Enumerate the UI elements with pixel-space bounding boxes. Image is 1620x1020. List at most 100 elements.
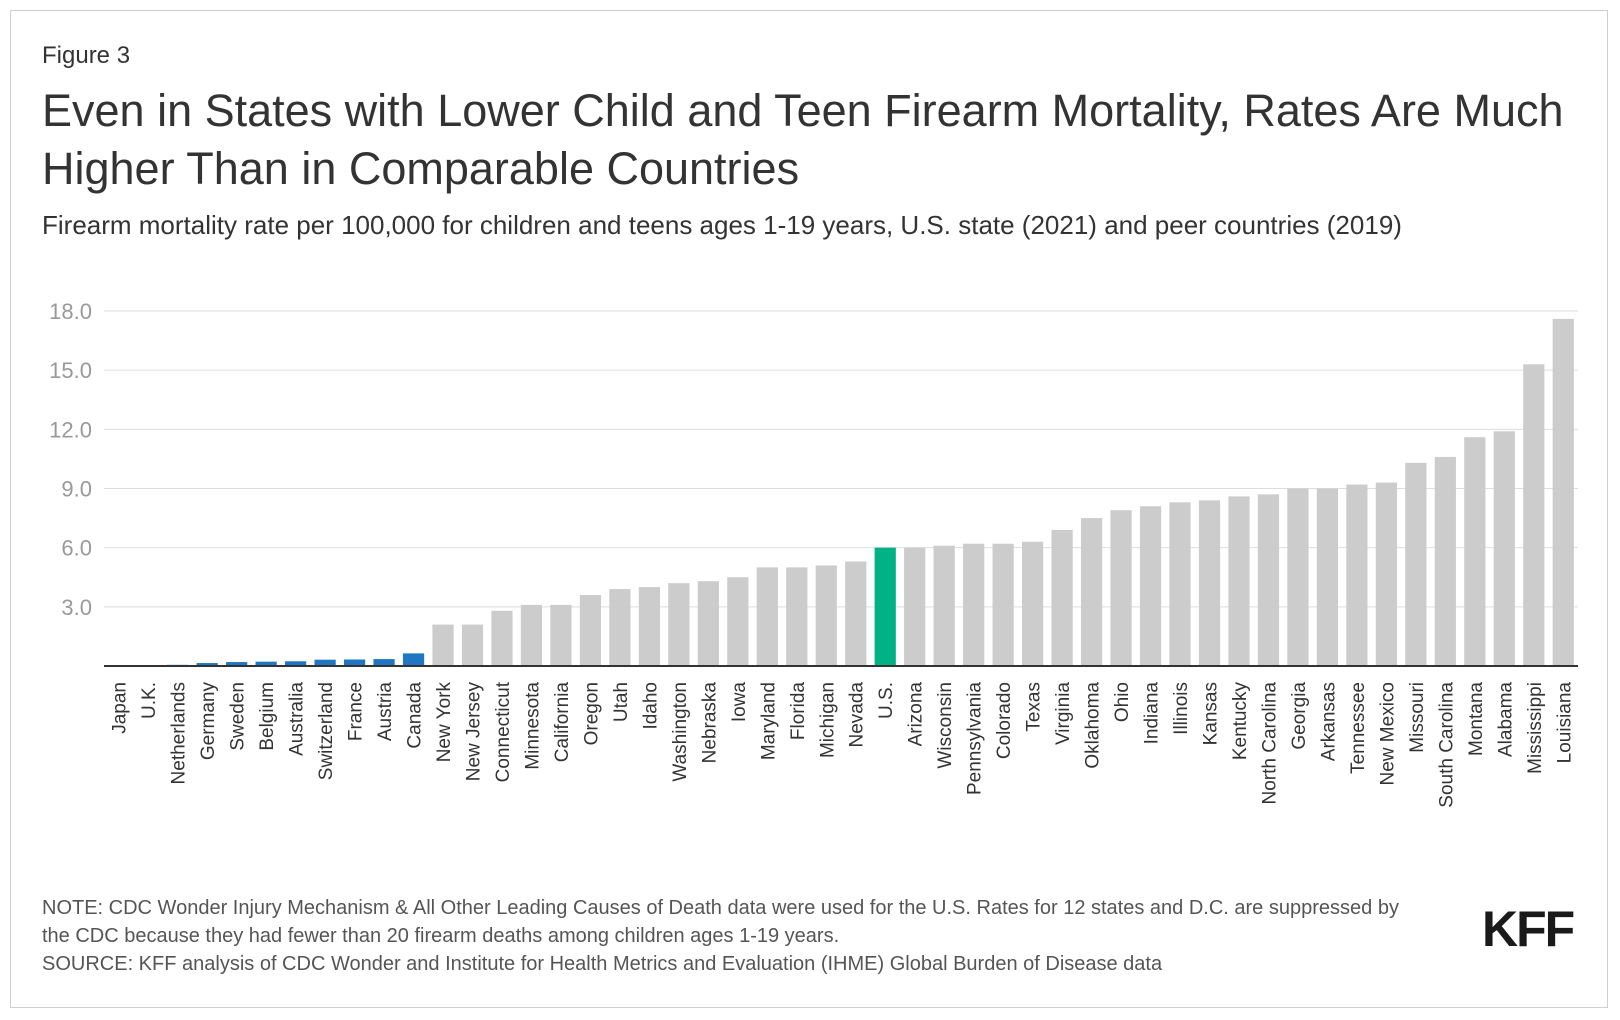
bar-missouri (1405, 462, 1427, 666)
x-tick-label: Missouri (1407, 682, 1428, 753)
kff-logo: KFF (1482, 901, 1575, 957)
x-tick-label: Tennessee (1348, 682, 1369, 774)
bar-new-york (432, 624, 454, 666)
bar-arizona (904, 547, 926, 666)
bar-belgium (255, 661, 277, 666)
bar-idaho (638, 587, 660, 666)
bar-new-mexico (1375, 482, 1397, 666)
x-tick-label: Pennsylvania (965, 682, 986, 795)
x-tick-label: Georgia (1289, 682, 1310, 750)
x-tick-label: Wisconsin (935, 682, 956, 769)
x-tick-label: Canada (405, 682, 426, 749)
x-tick-label: Austria (375, 682, 396, 742)
bar-virginia (1051, 529, 1073, 666)
source-text: SOURCE: KFF analysis of CDC Wonder and I… (42, 953, 1163, 975)
y-tick-label: 9.0 (61, 477, 92, 502)
bar-california (550, 604, 572, 666)
bar-utah (609, 589, 631, 666)
bar-mississippi (1523, 364, 1545, 666)
x-tick-label: Australia (287, 682, 308, 756)
x-tick-label: Oregon (581, 682, 602, 745)
x-tick-label: Louisiana (1554, 682, 1575, 764)
bar-nevada (845, 561, 867, 666)
x-tick-label: U.K. (139, 682, 160, 719)
x-tick-label: Kentucky (1230, 682, 1251, 761)
x-tick-label: Nevada (847, 682, 868, 748)
x-tick-label: Belgium (257, 682, 278, 751)
bar-ohio (1110, 510, 1132, 666)
bar-new-jersey (461, 624, 484, 666)
y-tick-label: 3.0 (61, 595, 92, 620)
x-tick-label: Michigan (817, 682, 838, 758)
x-tick-label: Netherlands (169, 682, 190, 784)
bar-connecticut (491, 610, 513, 666)
x-tick-label: Oklahoma (1083, 682, 1104, 769)
x-tick-label: New Jersey (464, 682, 485, 782)
x-tick-label: Japan (110, 682, 131, 734)
chart-subtitle: Firearm mortality rate per 100,000 for c… (42, 210, 1402, 240)
x-tick-label: Washington (670, 682, 691, 782)
x-tick-label: Nebraska (699, 682, 720, 764)
x-tick-label: Indiana (1142, 682, 1163, 745)
x-tick-label: Switzerland (316, 682, 337, 780)
y-tick-label: 18.0 (49, 299, 92, 324)
bar-arkansas (1316, 488, 1339, 666)
bar-germany (196, 663, 218, 666)
bar-illinois (1169, 502, 1191, 666)
bar-pennsylvania (963, 543, 985, 666)
y-tick-label: 12.0 (49, 417, 92, 442)
y-tick-label: 6.0 (61, 536, 92, 561)
bar-sweden (226, 662, 248, 666)
bar-australia (285, 661, 307, 666)
y-tick-label: 15.0 (49, 358, 92, 383)
figure-label: Figure 3 (42, 42, 131, 69)
x-tick-label: Sweden (228, 682, 249, 751)
x-tick-label: Illinois (1171, 682, 1192, 735)
x-tick-label: South Carolina (1436, 682, 1457, 808)
x-tick-label: New Mexico (1377, 682, 1398, 785)
x-tick-label: France (346, 682, 367, 741)
bar-maryland (756, 567, 778, 666)
bar-alabama (1493, 431, 1515, 666)
bar-wisconsin (933, 545, 955, 666)
x-tick-label: Arizona (906, 682, 927, 747)
figure-frame (10, 10, 1608, 1008)
x-tick-label: Alabama (1495, 682, 1516, 757)
bar-south-carolina (1434, 456, 1456, 666)
bar-iowa (727, 577, 749, 666)
bar-u-s (874, 547, 896, 666)
bar-france (343, 659, 366, 666)
x-tick-label: Colorado (994, 682, 1015, 759)
bar-nebraska (697, 581, 719, 666)
bar-florida (786, 567, 808, 666)
bar-michigan (815, 565, 837, 666)
bar-kentucky (1228, 496, 1250, 666)
bar-kansas (1198, 500, 1221, 666)
bar-texas (1022, 541, 1044, 666)
bar-colorado (992, 543, 1014, 666)
x-tick-label: Utah (611, 682, 632, 722)
x-tick-label: Germany (198, 682, 219, 761)
x-tick-label: New York (434, 682, 455, 763)
notes: NOTE: CDC Wonder Injury Mechanism & All … (42, 894, 1432, 978)
bar-minnesota (520, 604, 543, 666)
note-text: NOTE: CDC Wonder Injury Mechanism & All … (42, 897, 1399, 947)
x-tick-label: Iowa (729, 682, 750, 723)
bar-louisiana (1552, 318, 1574, 666)
bar-oklahoma (1080, 518, 1103, 666)
bar-indiana (1139, 506, 1162, 666)
bar-georgia (1287, 488, 1309, 666)
x-tick-label: Maryland (758, 682, 779, 760)
x-tick-label: Idaho (640, 682, 661, 730)
bar-oregon (579, 595, 602, 666)
x-tick-label: Florida (788, 682, 809, 741)
x-tick-label: Ohio (1112, 682, 1133, 722)
x-tick-label: Arkansas (1318, 682, 1339, 761)
x-tick-label: Virginia (1053, 682, 1074, 745)
bar-canada (402, 653, 425, 666)
bar-austria (373, 659, 395, 666)
bar-washington (668, 583, 690, 666)
x-tick-label: Texas (1024, 682, 1045, 732)
bar-switzerland (314, 659, 336, 666)
x-tick-label: North Carolina (1259, 682, 1280, 805)
